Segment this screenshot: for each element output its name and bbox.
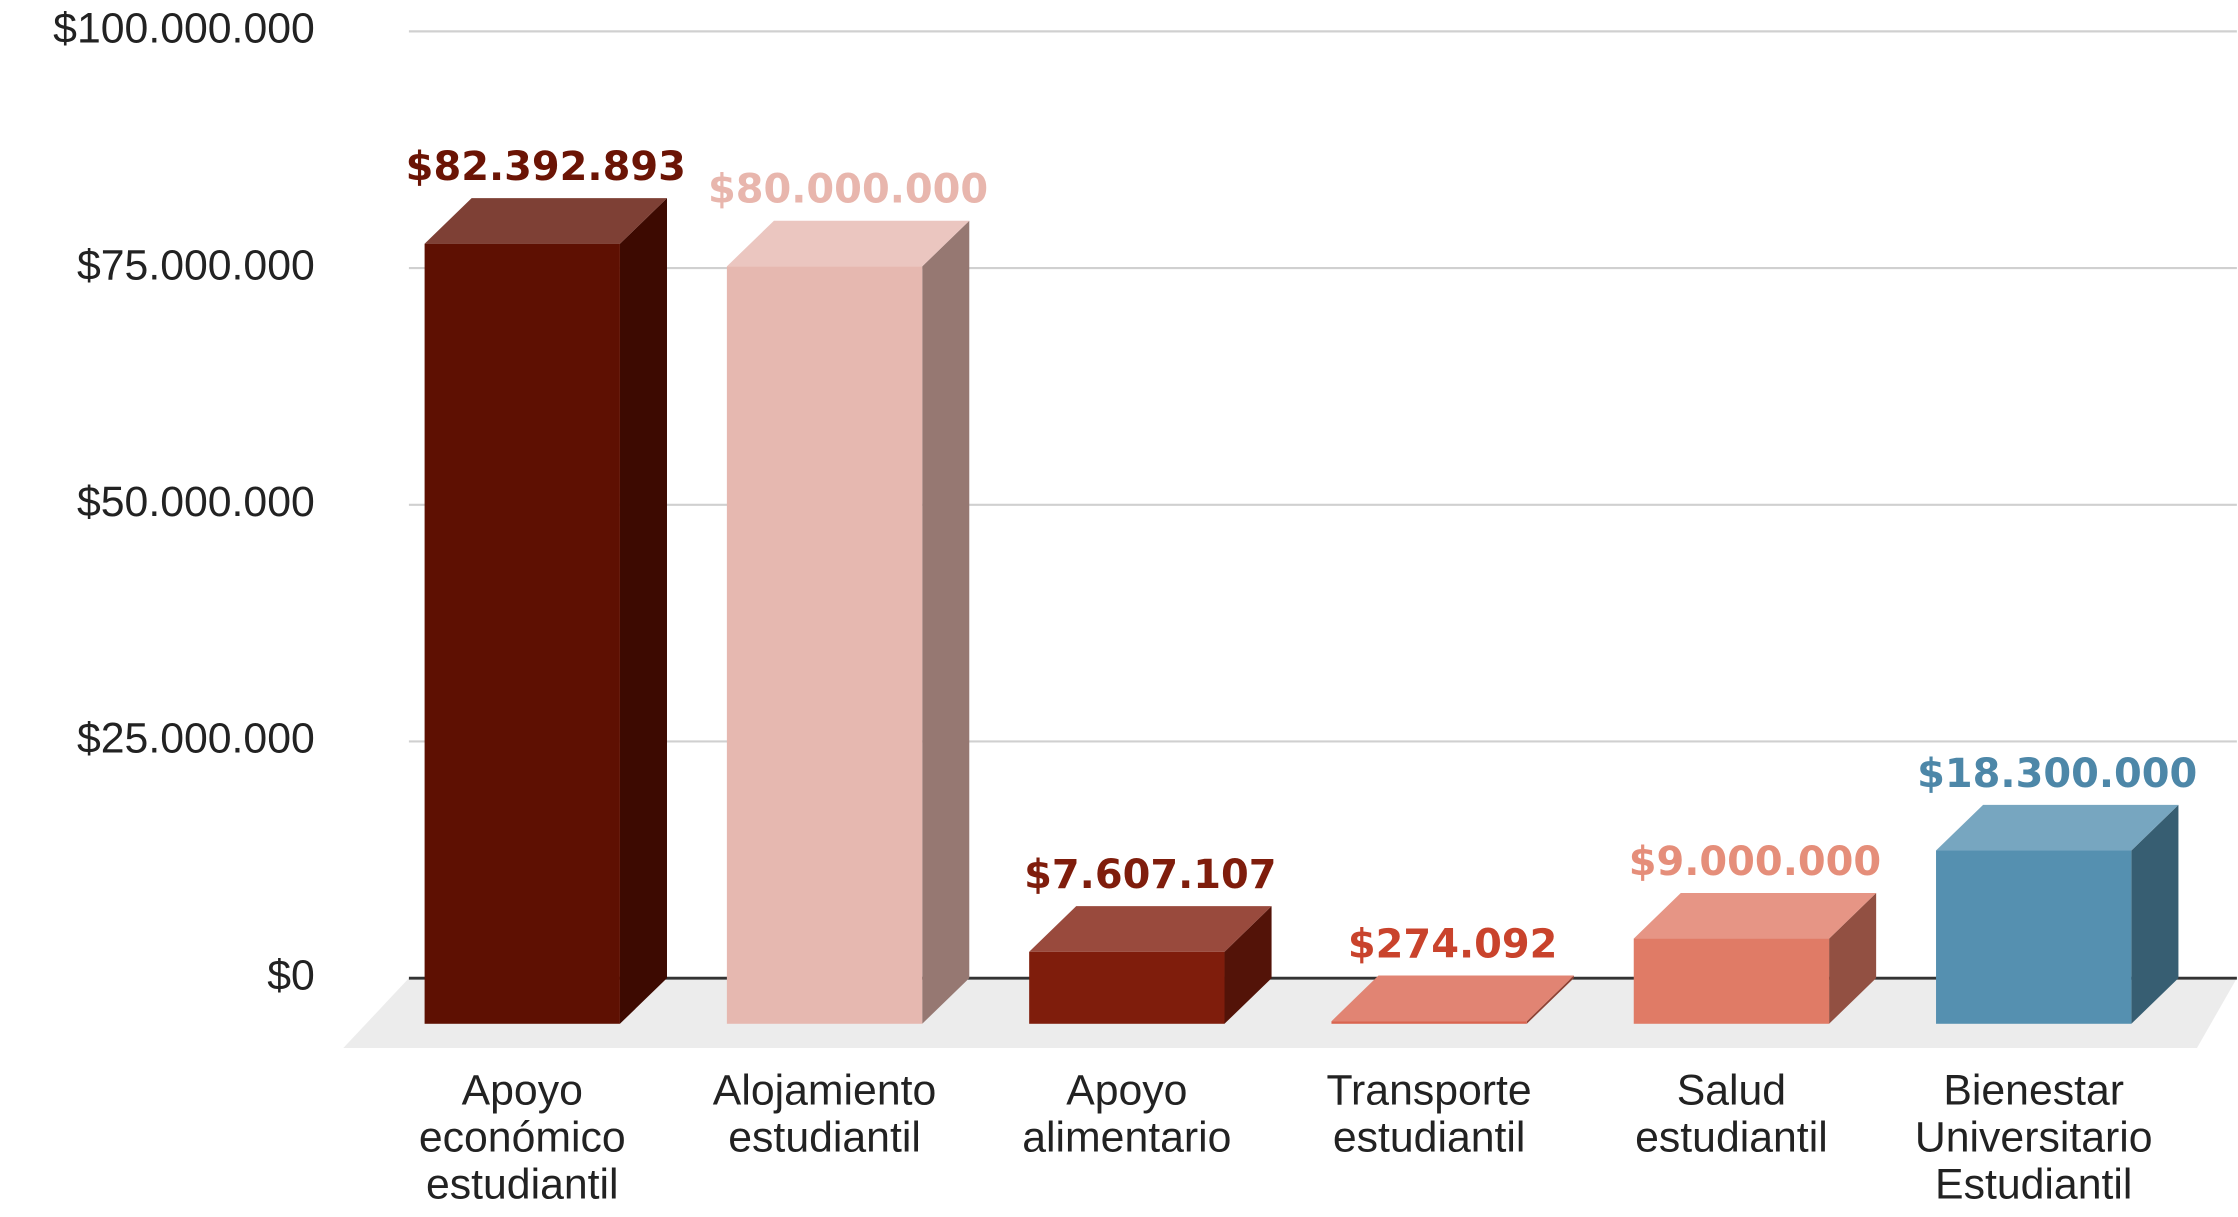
- x-tick-line: estudiantil: [426, 1161, 619, 1209]
- x-tick-label: Apoyo económico estudiantil: [419, 1067, 626, 1209]
- value-label: $82.392.893: [406, 144, 686, 190]
- bar-top: [424, 198, 667, 244]
- y-tick-label: $50.000.000: [77, 478, 315, 526]
- value-label: $80.000.000: [708, 167, 988, 213]
- x-tick-line: estudiantil: [1635, 1114, 1828, 1162]
- x-tick-line: Bienestar: [1943, 1067, 2124, 1115]
- bar: [1633, 938, 1830, 1024]
- bar: [424, 243, 620, 1024]
- value-label: $274.092: [1348, 922, 1558, 968]
- value-label: $9.000.000: [1629, 839, 1881, 885]
- x-tick-line: Apoyo: [462, 1067, 583, 1115]
- x-tick-line: Universitario: [1915, 1114, 2153, 1162]
- x-tick-line: Alojamiento: [713, 1067, 936, 1115]
- x-tick-line: económico: [419, 1114, 626, 1162]
- x-tick-line: Apoyo: [1066, 1067, 1187, 1115]
- y-tick-label: $75.000.000: [77, 241, 315, 289]
- x-tick-line: alimentario: [1022, 1114, 1231, 1162]
- x-tick-line: Salud: [1677, 1067, 1786, 1115]
- bar-top: [1029, 906, 1272, 952]
- bar-top: [726, 220, 970, 267]
- bar: [1936, 850, 2132, 1024]
- bar-top: [1331, 975, 1574, 1022]
- x-tick-label: Alojamiento estudiantil: [713, 1067, 936, 1162]
- bar-side: [1829, 892, 1877, 1024]
- x-tick-label: Salud estudiantil: [1635, 1067, 1828, 1162]
- x-tick-line: estudiantil: [1333, 1114, 1526, 1162]
- bar-side: [2131, 804, 2179, 1024]
- bar: [1331, 1021, 1527, 1024]
- y-tick-label: $0: [267, 951, 315, 999]
- x-tick-line: Estudiantil: [1935, 1161, 2132, 1209]
- bar: [726, 266, 923, 1024]
- bar-side: [1526, 975, 1574, 1024]
- x-tick-line: Transporte: [1327, 1067, 1532, 1115]
- bar-top: [1633, 892, 1877, 939]
- x-tick-line: estudiantil: [728, 1114, 921, 1162]
- y-tick-label: $25.000.000: [77, 715, 315, 763]
- x-tick-label: Bienestar Universitario Estudiantil: [1915, 1067, 2153, 1209]
- bar-side: [1224, 906, 1272, 1024]
- x-tick-label: Transporte estudiantil: [1327, 1067, 1532, 1162]
- value-label: $7.607.107: [1024, 852, 1276, 898]
- x-tick-label: Apoyo alimentario: [1022, 1067, 1231, 1162]
- bar-side: [619, 198, 667, 1024]
- bar: [1029, 951, 1225, 1024]
- bar-top: [1936, 804, 2179, 851]
- value-label: $18.300.000: [1917, 751, 2197, 797]
- bar-side: [922, 220, 970, 1024]
- y-tick-label: $100.000.000: [53, 5, 315, 53]
